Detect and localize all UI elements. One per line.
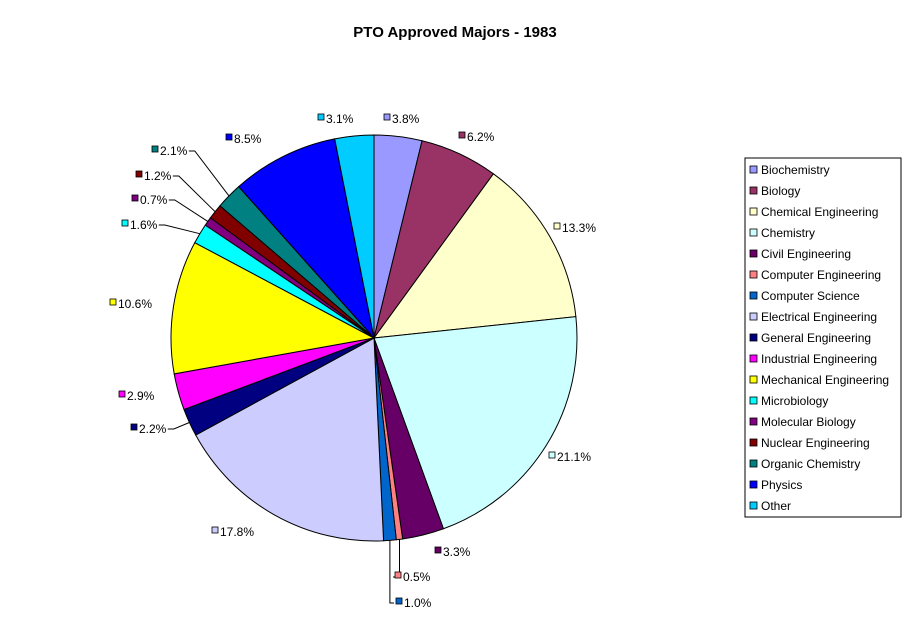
legend-swatch-mechanical-engineering xyxy=(749,375,758,384)
data-label-marker-computer-engineering xyxy=(394,571,402,579)
legend-swatch-industrial-engineering xyxy=(749,354,758,363)
data-label-biology: 6.2% xyxy=(467,130,495,144)
legend-label-general-engineering: General Engineering xyxy=(761,331,871,345)
data-label-marker-electrical-engineering xyxy=(211,526,219,534)
legend-swatch-other xyxy=(749,501,758,510)
legend-swatch-organic-chemistry xyxy=(749,459,758,468)
legend-label-electrical-engineering: Electrical Engineering xyxy=(761,310,877,324)
legend-swatch-biochemistry xyxy=(749,165,758,174)
data-label-marker-organic-chemistry xyxy=(151,145,159,153)
leader-lines xyxy=(158,150,400,604)
legend-swatch-chemical-engineering xyxy=(749,207,758,216)
legend-label-other: Other xyxy=(761,499,791,513)
leader-line-nuclear-engineering xyxy=(172,175,216,213)
legend-label-chemistry: Chemistry xyxy=(761,226,815,240)
leader-line-organic-chemistry xyxy=(188,150,230,197)
data-label-marker-nuclear-engineering xyxy=(135,170,143,178)
data-label-marker-civil-engineering xyxy=(434,546,442,554)
data-label-marker-microbiology xyxy=(121,219,129,227)
leader-line-molecular-biology xyxy=(168,199,209,222)
pie-slice-electrical-engineering xyxy=(195,337,385,542)
pie-slice-chemical-engineering xyxy=(372,173,577,339)
data-label-marker-biology xyxy=(458,131,466,139)
data-labels: 3.8% 6.2% 13.3% 21.1% 3.3% 0.5% 1.0% 17.8% 2.2% 2… xyxy=(109,112,596,610)
chart-title: PTO Approved Majors - 1983 xyxy=(353,24,556,41)
data-label-marker-general-engineering xyxy=(130,423,138,431)
leader-line-computer-engineering xyxy=(393,539,400,578)
legend-swatch-chemistry xyxy=(749,228,758,237)
data-label-marker-biochemistry xyxy=(383,113,391,121)
legend-label-computer-engineering: Computer Engineering xyxy=(761,268,881,282)
data-label-civil-engineering: 3.3% xyxy=(443,545,471,559)
pie-slice-other xyxy=(334,134,375,339)
data-label-molecular-biology: 0.7% xyxy=(140,193,168,207)
legend-label-nuclear-engineering: Nuclear Engineering xyxy=(761,436,870,450)
leader-line-general-engineering xyxy=(167,422,190,430)
data-label-other: 3.1% xyxy=(326,112,354,126)
legend-label-organic-chemistry: Organic Chemistry xyxy=(761,457,860,471)
data-label-marker-physics xyxy=(225,133,233,141)
data-label-marker-molecular-biology xyxy=(131,194,139,202)
data-label-marker-mechanical-engineering xyxy=(109,298,117,306)
legend: Biochemistry Biology Chemical Engineering C… xyxy=(744,157,902,518)
data-label-marker-other xyxy=(317,113,325,121)
pie-slices xyxy=(170,134,578,542)
legend-label-civil-engineering: Civil Engineering xyxy=(761,247,851,261)
data-label-marker-industrial-engineering xyxy=(118,390,126,398)
pie-slice-mechanical-engineering xyxy=(170,241,376,375)
legend-swatch-general-engineering xyxy=(749,333,758,342)
data-label-electrical-engineering: 17.8% xyxy=(220,525,254,539)
data-label-industrial-engineering: 2.9% xyxy=(127,389,155,403)
data-label-marker-computer-science xyxy=(395,597,403,605)
legend-label-computer-science: Computer Science xyxy=(761,289,860,303)
data-label-physics: 8.5% xyxy=(234,132,262,146)
legend-label-mechanical-engineering: Mechanical Engineering xyxy=(761,373,889,387)
legend-swatch-molecular-biology xyxy=(749,417,758,426)
data-label-mechanical-engineering: 10.6% xyxy=(118,297,152,311)
data-label-nuclear-engineering: 1.2% xyxy=(144,169,172,183)
legend-label-industrial-engineering: Industrial Engineering xyxy=(761,352,877,366)
leader-line-computer-science xyxy=(389,540,394,604)
data-label-computer-engineering: 0.5% xyxy=(403,570,431,584)
legend-swatch-microbiology xyxy=(749,396,758,405)
legend-label-biochemistry: Biochemistry xyxy=(761,163,830,177)
legend-label-microbiology: Microbiology xyxy=(761,394,828,408)
legend-items: Biochemistry Biology Chemical Engineering C… xyxy=(749,163,889,513)
data-label-chemical-engineering: 13.3% xyxy=(562,221,596,235)
data-label-marker-chemistry xyxy=(548,451,556,459)
pie-slice-chemistry xyxy=(373,316,578,530)
legend-swatch-civil-engineering xyxy=(749,249,758,258)
pie-slice-physics xyxy=(237,138,375,340)
legend-label-molecular-biology: Molecular Biology xyxy=(761,415,856,429)
legend-label-chemical-engineering: Chemical Engineering xyxy=(761,205,878,219)
legend-label-physics: Physics xyxy=(761,478,802,492)
legend-swatch-computer-science xyxy=(749,291,758,300)
leader-line-microbiology xyxy=(158,224,200,235)
legend-swatch-computer-engineering xyxy=(749,270,758,279)
data-label-organic-chemistry: 2.1% xyxy=(160,144,188,158)
legend-swatch-nuclear-engineering xyxy=(749,438,758,447)
legend-label-biology: Biology xyxy=(761,184,800,198)
legend-swatch-electrical-engineering xyxy=(749,312,758,321)
data-label-chemistry: 21.1% xyxy=(557,450,591,464)
legend-swatch-biology xyxy=(749,186,758,195)
legend-swatch-physics xyxy=(749,480,758,489)
data-label-biochemistry: 3.8% xyxy=(392,112,420,126)
data-label-general-engineering: 2.2% xyxy=(139,422,167,436)
data-label-microbiology: 1.6% xyxy=(130,218,158,232)
legend-box xyxy=(744,157,902,518)
data-label-marker-chemical-engineering xyxy=(553,222,561,230)
data-label-computer-science: 1.0% xyxy=(404,596,432,610)
